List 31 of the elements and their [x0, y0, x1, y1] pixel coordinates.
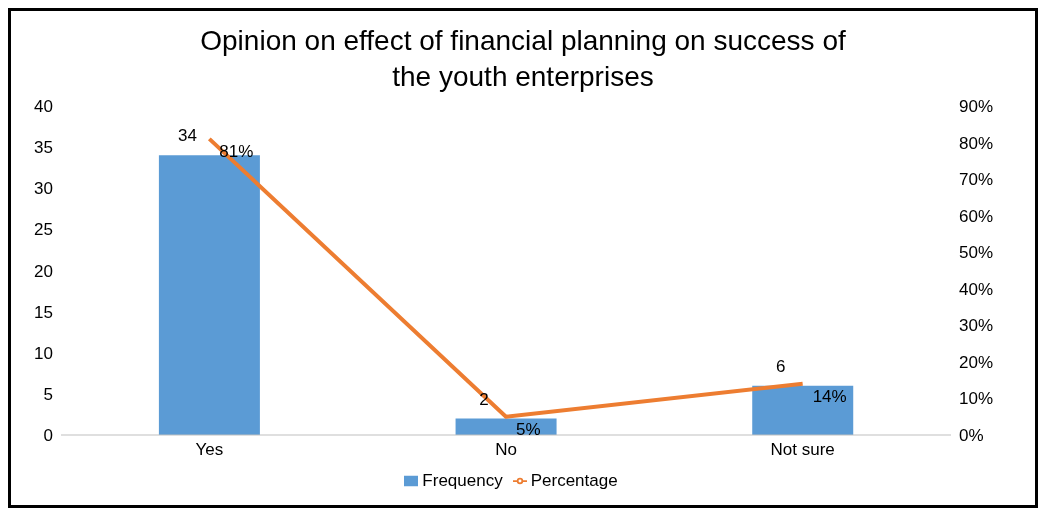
y2-tick-label: 90% — [959, 96, 994, 116]
y2-tick-label: 50% — [959, 243, 994, 263]
y-tick-label: 10 — [34, 343, 53, 363]
y-tick-label: 15 — [34, 302, 53, 322]
y-tick-label: 0 — [43, 425, 53, 445]
x-tick-label: No — [495, 439, 517, 459]
y-tick-label: 5 — [43, 384, 53, 404]
y2-tick-label: 20% — [959, 352, 994, 372]
bar — [752, 385, 854, 435]
x-tick-label: Not sure — [770, 439, 835, 459]
y2-tick-label: 30% — [959, 316, 994, 336]
data-label: 34 — [177, 126, 197, 146]
data-label: 5% — [516, 419, 541, 439]
y2-tick-label: 60% — [959, 206, 994, 226]
y2-tick-label: 70% — [959, 169, 994, 189]
chart-title: Opinion on effect of financial planning on success of the youth enterprises — [199, 24, 847, 95]
y2-tick-label: 10% — [959, 389, 994, 409]
data-label: 14% — [812, 386, 847, 406]
bar — [158, 155, 260, 435]
legend-label: Frequency — [422, 470, 503, 490]
legend-label: Percentage — [530, 470, 618, 490]
data-label: 6 — [776, 356, 786, 376]
y-tick-label: 20 — [34, 261, 53, 281]
x-tick-label: Yes — [195, 439, 224, 459]
y-tick-label: 35 — [34, 137, 53, 157]
y-tick-label: 30 — [34, 179, 53, 199]
y2-tick-label: 40% — [959, 279, 994, 299]
y-tick-label: 25 — [34, 220, 53, 240]
y-tick-label: 40 — [34, 96, 53, 116]
y2-tick-label: 80% — [959, 133, 994, 153]
y2-tick-label: 0% — [959, 425, 984, 445]
